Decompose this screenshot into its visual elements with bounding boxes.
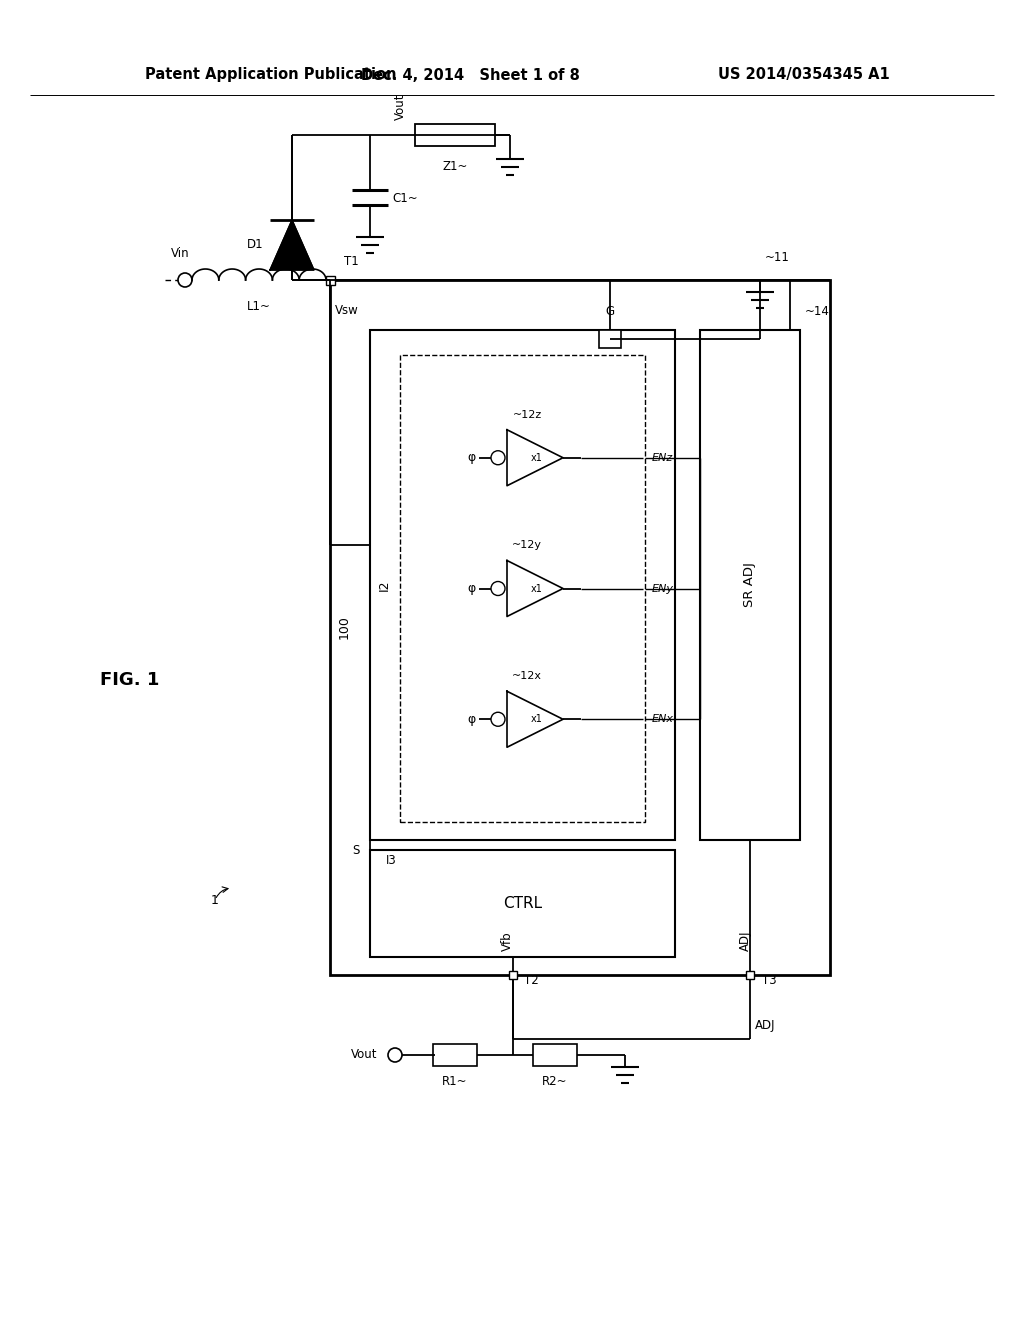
Text: φ: φ bbox=[468, 582, 476, 595]
Bar bbox=[433, 1044, 477, 1067]
Text: ~12y: ~12y bbox=[512, 540, 542, 550]
Text: ENz: ENz bbox=[652, 453, 673, 463]
Polygon shape bbox=[507, 430, 563, 486]
Text: ~11: ~11 bbox=[765, 251, 790, 264]
Text: G: G bbox=[605, 305, 614, 318]
Bar bbox=[400, 355, 645, 822]
Text: C1~: C1~ bbox=[392, 191, 418, 205]
Text: S: S bbox=[352, 843, 360, 857]
Bar bbox=[509, 972, 516, 979]
Text: 100: 100 bbox=[338, 615, 350, 639]
Text: ENx: ENx bbox=[652, 714, 674, 725]
Text: Vin: Vin bbox=[171, 247, 189, 260]
Bar bbox=[326, 276, 335, 285]
Text: I3: I3 bbox=[386, 854, 396, 867]
Bar bbox=[330, 280, 830, 975]
Text: x1: x1 bbox=[531, 453, 543, 463]
Text: ADJ: ADJ bbox=[738, 931, 752, 950]
Polygon shape bbox=[507, 692, 563, 747]
Text: CTRL: CTRL bbox=[503, 896, 542, 911]
Bar bbox=[415, 124, 495, 147]
Text: φ: φ bbox=[468, 713, 476, 726]
Text: ADJ: ADJ bbox=[755, 1019, 775, 1031]
Text: SR ADJ: SR ADJ bbox=[743, 562, 757, 607]
Bar bbox=[370, 330, 675, 840]
Text: L1~: L1~ bbox=[247, 300, 271, 313]
Text: T1: T1 bbox=[344, 255, 358, 268]
Text: Vfb: Vfb bbox=[501, 932, 514, 950]
Text: I2: I2 bbox=[378, 579, 390, 591]
Text: φ: φ bbox=[468, 451, 476, 465]
Text: T3: T3 bbox=[762, 974, 776, 986]
Text: Vsw: Vsw bbox=[335, 304, 358, 317]
Text: ~12z: ~12z bbox=[512, 409, 542, 420]
Text: ENy: ENy bbox=[652, 583, 674, 594]
Text: x1: x1 bbox=[531, 714, 543, 725]
Text: T2: T2 bbox=[524, 974, 540, 986]
Text: Vout: Vout bbox=[394, 94, 407, 120]
Text: 1: 1 bbox=[211, 894, 219, 907]
Text: R2~: R2~ bbox=[543, 1074, 567, 1088]
Text: Z1~: Z1~ bbox=[442, 160, 468, 173]
Polygon shape bbox=[507, 561, 563, 616]
Text: R1~: R1~ bbox=[442, 1074, 468, 1088]
Text: FIG. 1: FIG. 1 bbox=[100, 671, 160, 689]
Bar bbox=[700, 330, 800, 840]
Text: ~12x: ~12x bbox=[512, 672, 542, 681]
Text: Patent Application Publication: Patent Application Publication bbox=[145, 67, 396, 82]
Text: D1: D1 bbox=[248, 239, 264, 252]
Polygon shape bbox=[270, 220, 314, 271]
Text: Dec. 4, 2014   Sheet 1 of 8: Dec. 4, 2014 Sheet 1 of 8 bbox=[360, 67, 580, 82]
Bar bbox=[599, 330, 621, 348]
Text: US 2014/0354345 A1: US 2014/0354345 A1 bbox=[718, 67, 890, 82]
Bar bbox=[370, 850, 675, 957]
Text: ~14: ~14 bbox=[805, 305, 829, 318]
Text: x1: x1 bbox=[531, 583, 543, 594]
Bar bbox=[534, 1044, 577, 1067]
Bar bbox=[746, 972, 754, 979]
Text: Vout: Vout bbox=[350, 1048, 377, 1061]
